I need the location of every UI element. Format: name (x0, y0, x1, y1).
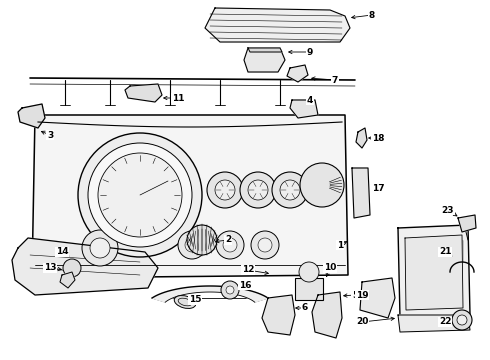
Text: 18: 18 (372, 134, 384, 143)
Polygon shape (32, 115, 348, 278)
Circle shape (90, 238, 110, 258)
Circle shape (272, 172, 308, 208)
Text: 22: 22 (439, 318, 451, 327)
Circle shape (215, 180, 235, 200)
Text: 10: 10 (324, 264, 336, 273)
Circle shape (187, 225, 217, 255)
Polygon shape (12, 238, 158, 295)
Circle shape (216, 231, 244, 259)
Text: 21: 21 (439, 248, 451, 256)
Text: 7: 7 (332, 76, 338, 85)
Text: 15: 15 (189, 296, 201, 305)
Polygon shape (244, 48, 285, 72)
Text: 20: 20 (356, 318, 368, 327)
Polygon shape (398, 225, 470, 318)
Circle shape (251, 231, 279, 259)
Circle shape (221, 281, 239, 299)
Polygon shape (248, 48, 282, 52)
Text: 9: 9 (307, 48, 313, 57)
Circle shape (258, 238, 272, 252)
Bar (295, 278, 323, 300)
Text: 5: 5 (352, 291, 358, 300)
Circle shape (88, 143, 192, 247)
Polygon shape (152, 286, 268, 302)
Text: 16: 16 (239, 280, 251, 289)
Text: 11: 11 (172, 94, 184, 103)
Polygon shape (360, 278, 395, 318)
Circle shape (98, 153, 182, 237)
Circle shape (457, 315, 467, 325)
Text: 23: 23 (442, 206, 454, 215)
Text: 4: 4 (307, 95, 313, 104)
Circle shape (78, 133, 202, 257)
Circle shape (223, 238, 237, 252)
Text: 12: 12 (242, 266, 254, 275)
Circle shape (63, 259, 81, 277)
Text: 6: 6 (302, 303, 308, 312)
Circle shape (248, 180, 268, 200)
Circle shape (178, 231, 206, 259)
Text: 8: 8 (369, 10, 375, 19)
Ellipse shape (174, 296, 196, 309)
Polygon shape (290, 100, 318, 118)
Polygon shape (312, 292, 342, 338)
Polygon shape (405, 235, 463, 310)
Polygon shape (125, 84, 162, 102)
Polygon shape (60, 272, 75, 288)
Polygon shape (287, 65, 308, 82)
Polygon shape (458, 215, 476, 232)
Circle shape (185, 238, 199, 252)
Text: 19: 19 (356, 291, 368, 300)
Polygon shape (205, 8, 350, 42)
Circle shape (82, 230, 118, 266)
Circle shape (240, 172, 276, 208)
Polygon shape (262, 295, 295, 335)
Text: 14: 14 (56, 248, 68, 256)
Polygon shape (398, 315, 470, 332)
Circle shape (226, 286, 234, 294)
Circle shape (299, 262, 319, 282)
Polygon shape (18, 104, 45, 128)
Text: 3: 3 (47, 131, 53, 140)
Circle shape (300, 163, 344, 207)
Circle shape (452, 310, 472, 330)
Text: 2: 2 (225, 235, 231, 244)
Circle shape (280, 180, 300, 200)
Polygon shape (352, 168, 370, 218)
Polygon shape (356, 128, 367, 148)
Text: 1: 1 (337, 240, 343, 249)
Text: 17: 17 (372, 184, 384, 193)
Text: 13: 13 (44, 264, 56, 273)
Circle shape (207, 172, 243, 208)
